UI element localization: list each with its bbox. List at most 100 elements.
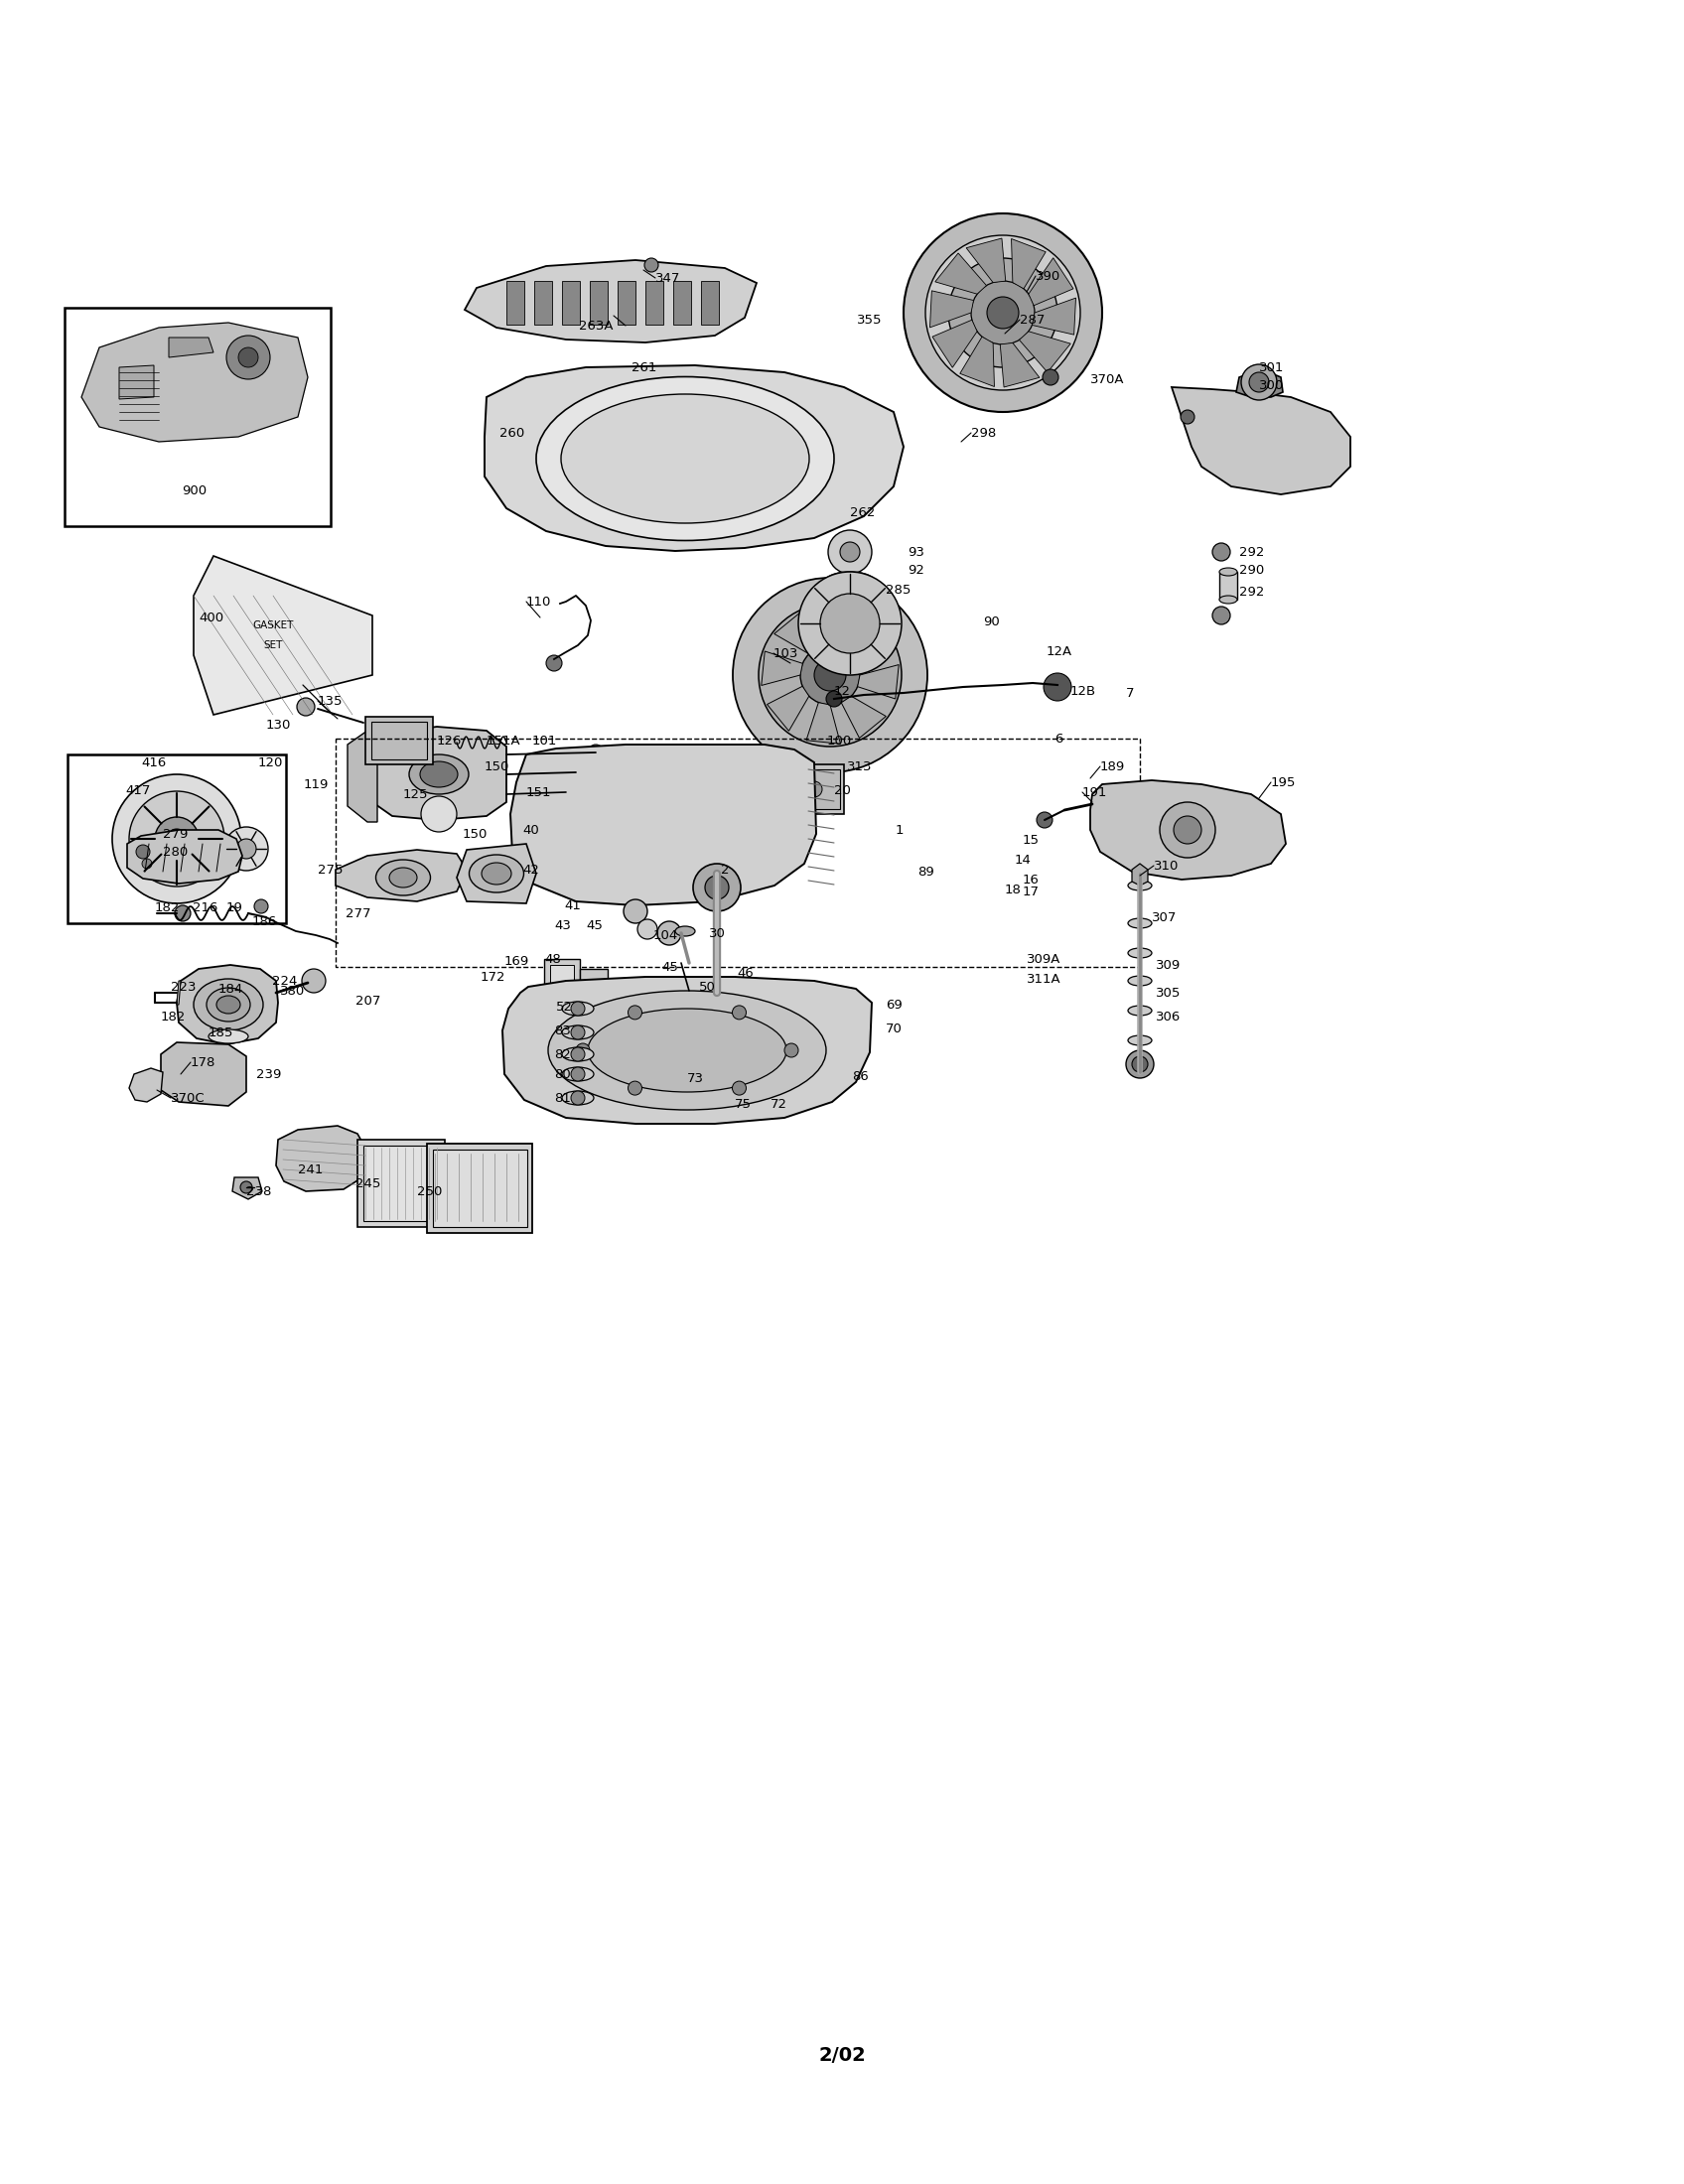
Circle shape — [571, 1002, 584, 1016]
Text: 86: 86 — [852, 1070, 869, 1083]
Ellipse shape — [470, 854, 524, 893]
Polygon shape — [81, 323, 308, 441]
Polygon shape — [933, 319, 977, 367]
Circle shape — [623, 900, 647, 924]
Text: 119: 119 — [303, 778, 328, 791]
Text: 900: 900 — [182, 485, 207, 498]
Text: 185: 185 — [209, 1026, 234, 1040]
Ellipse shape — [1128, 917, 1152, 928]
Bar — [67, 753, 286, 924]
Text: 263A: 263A — [579, 319, 613, 332]
Text: 42: 42 — [522, 863, 539, 876]
Circle shape — [224, 828, 268, 871]
Text: 2: 2 — [721, 863, 729, 876]
Polygon shape — [485, 365, 904, 550]
Circle shape — [645, 258, 658, 273]
Text: 46: 46 — [738, 965, 753, 978]
Polygon shape — [510, 745, 817, 906]
Circle shape — [813, 660, 845, 690]
Bar — [428, 1144, 532, 1234]
Circle shape — [987, 297, 1019, 328]
Text: 313: 313 — [847, 760, 872, 773]
Circle shape — [1174, 817, 1201, 843]
Bar — [674, 282, 690, 325]
Text: 191: 191 — [1083, 786, 1108, 799]
Polygon shape — [456, 843, 536, 904]
Bar — [630, 753, 695, 788]
Text: 16: 16 — [1022, 874, 1039, 887]
Circle shape — [926, 236, 1081, 391]
Circle shape — [635, 762, 652, 778]
Circle shape — [1212, 544, 1231, 561]
Circle shape — [733, 579, 928, 773]
Ellipse shape — [482, 863, 512, 885]
Polygon shape — [126, 830, 242, 885]
Polygon shape — [177, 981, 180, 1005]
Text: 150: 150 — [463, 828, 488, 841]
Text: 100: 100 — [827, 734, 852, 747]
Bar — [364, 1147, 440, 1221]
Text: 126: 126 — [436, 734, 461, 747]
Text: 15: 15 — [1022, 834, 1039, 845]
Bar — [372, 721, 428, 760]
Circle shape — [571, 1026, 584, 1040]
Bar — [579, 970, 608, 1007]
Circle shape — [1127, 1051, 1154, 1079]
Ellipse shape — [1219, 596, 1238, 603]
Polygon shape — [1236, 371, 1283, 397]
Text: 238: 238 — [246, 1184, 271, 1197]
Circle shape — [130, 791, 224, 887]
Text: 400: 400 — [199, 612, 224, 625]
Polygon shape — [162, 1042, 246, 1105]
Text: 307: 307 — [1152, 911, 1177, 924]
Text: 73: 73 — [687, 1072, 704, 1085]
Ellipse shape — [562, 1026, 594, 1040]
Circle shape — [569, 764, 583, 780]
Bar — [759, 764, 844, 815]
Text: 20: 20 — [834, 784, 850, 797]
Text: 41: 41 — [564, 900, 581, 913]
Text: 19: 19 — [226, 900, 242, 913]
Polygon shape — [347, 732, 377, 821]
Text: 89: 89 — [918, 865, 935, 878]
Text: 17: 17 — [1022, 885, 1039, 898]
Circle shape — [1037, 812, 1052, 828]
Circle shape — [798, 572, 901, 675]
Text: GASKET: GASKET — [253, 620, 293, 631]
Polygon shape — [120, 365, 153, 400]
Circle shape — [820, 594, 879, 653]
Text: 290: 290 — [1239, 563, 1265, 577]
Bar — [551, 965, 574, 1000]
Bar — [365, 716, 433, 764]
Ellipse shape — [1219, 568, 1238, 577]
Text: 178: 178 — [190, 1055, 216, 1068]
Circle shape — [236, 839, 256, 858]
Text: 150: 150 — [485, 760, 510, 773]
Text: 370C: 370C — [170, 1092, 205, 1105]
Text: 310: 310 — [1154, 858, 1179, 871]
Polygon shape — [775, 612, 818, 653]
Circle shape — [840, 542, 861, 561]
Bar — [534, 282, 552, 325]
Text: 309A: 309A — [1027, 952, 1061, 965]
Text: 80: 80 — [554, 1068, 571, 1081]
Text: 416: 416 — [141, 756, 167, 769]
Polygon shape — [935, 253, 987, 295]
Text: 260: 260 — [500, 426, 524, 439]
Text: 40: 40 — [522, 823, 539, 836]
Text: 151: 151 — [525, 786, 552, 799]
Ellipse shape — [209, 1029, 248, 1044]
Text: 390: 390 — [1036, 269, 1061, 282]
Polygon shape — [1029, 258, 1073, 306]
Text: 103: 103 — [773, 646, 798, 660]
Text: 182: 182 — [162, 1009, 185, 1022]
Text: 82: 82 — [554, 1048, 571, 1061]
Text: 6: 6 — [1054, 732, 1063, 745]
Polygon shape — [1019, 332, 1071, 371]
Text: 245: 245 — [355, 1177, 381, 1190]
Ellipse shape — [562, 1002, 594, 1016]
Text: 182: 182 — [155, 900, 180, 913]
Circle shape — [1241, 365, 1276, 400]
Ellipse shape — [207, 987, 251, 1022]
Text: 305: 305 — [1155, 987, 1180, 1000]
